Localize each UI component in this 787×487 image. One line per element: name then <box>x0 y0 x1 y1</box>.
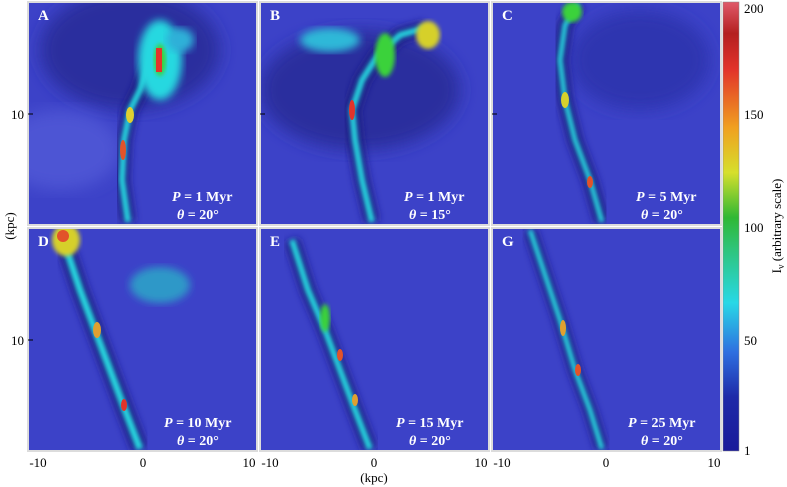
y-tick-top: 10 <box>11 107 24 122</box>
colorbar-label: Iν (arbitrary scale) <box>769 179 787 274</box>
panel-letters: A B C D E G <box>38 8 514 250</box>
panel-b-angle: θ = 15° <box>409 208 451 223</box>
panel-letter-a: A <box>38 8 49 24</box>
panel-e-angle: θ = 20° <box>409 434 451 449</box>
colorbar-gradient <box>722 1 740 452</box>
panel-g-period: P = 25 Myr <box>628 416 695 431</box>
colorbar-tick-150: 150 <box>744 107 764 122</box>
x-tick: 10 <box>243 455 256 470</box>
colorbar-tick-1: 1 <box>744 443 751 458</box>
panel-d <box>28 228 257 451</box>
x-axis-label: (kpc) <box>360 470 387 485</box>
panel-e <box>260 228 489 451</box>
panel-c <box>492 2 721 225</box>
x-tick: 10 <box>708 455 721 470</box>
panel-letter-g: G <box>502 234 514 250</box>
x-tick: 10 <box>475 455 488 470</box>
x-tick: -10 <box>261 455 278 470</box>
panel-letter-c: C <box>502 8 513 24</box>
panel-a-angle: θ = 20° <box>177 208 219 223</box>
y-axis-label: (kpc) <box>2 212 17 239</box>
panel-letter-d: D <box>38 234 49 250</box>
colorbar-tick-50: 50 <box>744 333 757 348</box>
x-tick: 0 <box>603 455 610 470</box>
panel-d-period: P = 10 Myr <box>164 416 231 431</box>
colorbar: 200 150 100 50 1 Iν (arbitrary scale) <box>722 1 787 458</box>
panel-g <box>492 228 721 451</box>
colorbar-tick-200: 200 <box>744 1 764 16</box>
panel-b-period: P = 1 Myr <box>404 190 464 205</box>
panel-e-period: P = 15 Myr <box>396 416 463 431</box>
x-axis: -10 0 10 -10 0 10 -10 0 10 (kpc) <box>29 455 720 485</box>
y-tick-bottom: 10 <box>11 333 24 348</box>
x-tick: 0 <box>140 455 147 470</box>
panel-letter-e: E <box>270 234 280 250</box>
x-tick: -10 <box>29 455 46 470</box>
panel-d-angle: θ = 20° <box>177 434 219 449</box>
panel-annotations: P = 1 Myr θ = 20° P = 1 Myr θ = 15° P = … <box>164 190 696 449</box>
panel-a <box>28 2 257 225</box>
y-axis: (kpc) 10 10 <box>2 107 497 348</box>
x-tick: -10 <box>493 455 510 470</box>
panel-letter-b: B <box>270 8 280 24</box>
colorbar-tick-100: 100 <box>744 220 764 235</box>
panel-a-period: P = 1 Myr <box>172 190 232 205</box>
panel-g-angle: θ = 20° <box>641 434 683 449</box>
x-tick: 0 <box>371 455 378 470</box>
panel-c-period: P = 5 Myr <box>636 190 696 205</box>
panel-b <box>260 2 489 225</box>
panel-c-angle: θ = 20° <box>641 208 683 223</box>
